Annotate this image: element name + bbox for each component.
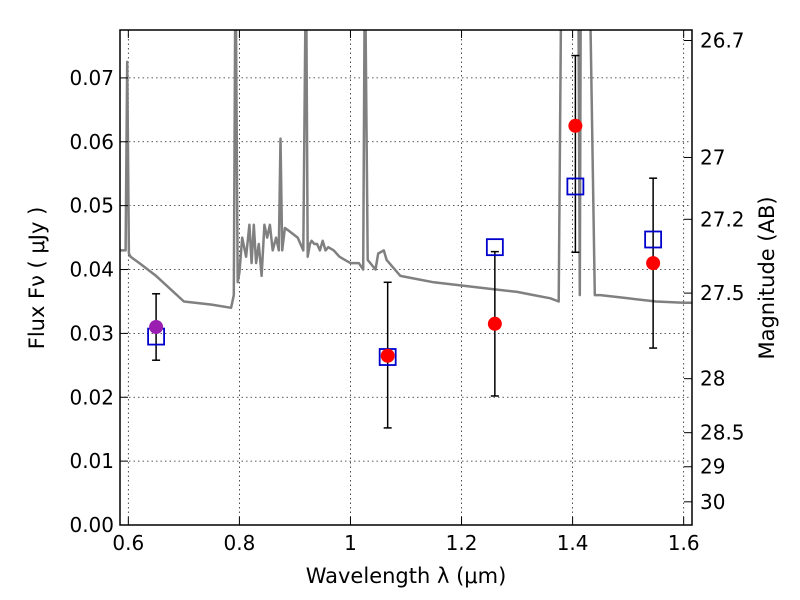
x-tick-label: 1.2: [446, 531, 478, 555]
model-point: [566, 177, 585, 196]
y-tick-label: 0.01: [69, 449, 114, 473]
mag-tick-label: 27: [700, 145, 725, 169]
y-axis-label-right: Magnitude (AB): [755, 196, 779, 359]
y-tick-label: 0.05: [69, 194, 114, 218]
x-axis-label: Wavelength λ (μm): [306, 564, 507, 588]
y-axis-label-left: Flux Fν ( μJy ): [25, 207, 49, 350]
mag-tick-label: 27.5: [700, 281, 745, 305]
mag-tick-label: 29: [700, 455, 725, 479]
y-tick-label: 0.00: [69, 513, 114, 537]
y-tick-label: 0.07: [69, 66, 114, 90]
axis-ticks: [120, 30, 692, 526]
observed-point: [149, 320, 164, 334]
x-tick-label: 1.4: [557, 531, 589, 555]
model-point: [485, 238, 504, 257]
y-tick-label: 0.04: [69, 258, 114, 282]
y-tick-label: 0.03: [69, 321, 114, 345]
y-tick-label: 0.06: [69, 130, 114, 154]
tick-labels: 0.6 0.8 1 1.2 1.4 1.6 0.00 0.01 0.02 0.03 0.04 0.05…: [69, 28, 744, 555]
x-tick-label: 0.8: [223, 531, 255, 555]
model-spectrum-layer: [120, 30, 692, 310]
x-tick-label: 0.6: [112, 531, 144, 555]
observed-point: [487, 316, 502, 331]
y-tick-label: 0.02: [69, 385, 114, 409]
mag-tick-label: 28: [700, 367, 725, 391]
x-tick-label: 1: [344, 531, 357, 555]
observed-point: [568, 118, 583, 133]
observed-point: [380, 348, 395, 363]
mag-tick-label: 27.2: [700, 207, 745, 231]
data-points-layer: [147, 54, 663, 429]
x-tick-label: 1.6: [668, 531, 700, 555]
plot-frame: [119, 29, 693, 526]
model-point: [644, 230, 663, 249]
observed-point: [646, 256, 661, 271]
model-spectrum-line: [120, 30, 692, 310]
mag-tick-label: 28.5: [700, 421, 745, 445]
mag-tick-label: 30: [700, 490, 725, 514]
mag-tick-label: 26.7: [700, 28, 745, 52]
